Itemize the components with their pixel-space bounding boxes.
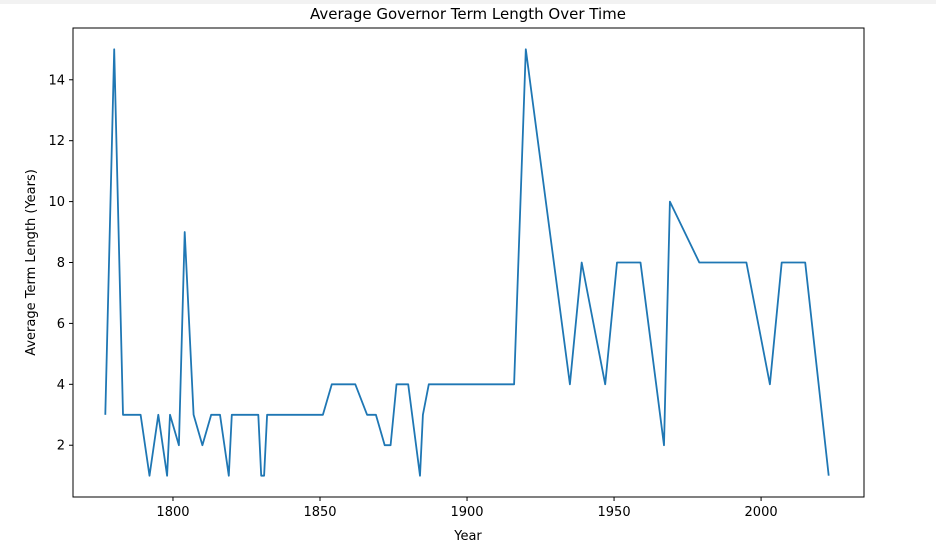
x-axis-label: Year bbox=[453, 529, 482, 544]
series-line bbox=[104, 48, 830, 477]
y-tick-label: 2 bbox=[57, 439, 65, 454]
chart-title: Average Governor Term Length Over Time bbox=[310, 5, 626, 23]
y-tick-label: 14 bbox=[48, 73, 65, 88]
x-tick-label: 1900 bbox=[450, 505, 483, 520]
plot-frame bbox=[72, 27, 865, 498]
top-bar bbox=[0, 0, 936, 4]
x-tick-label: 1950 bbox=[598, 505, 631, 520]
axis-ticks: 1800 1850 1900 1950 2000 2 4 6 8 10 12 14 bbox=[48, 73, 777, 520]
y-tick-label: 4 bbox=[57, 378, 65, 393]
y-axis-label: Average Term Length (Years) bbox=[24, 169, 39, 356]
x-tick-label: 1850 bbox=[303, 505, 336, 520]
y-tick-label: 12 bbox=[48, 134, 65, 149]
x-tick-label: 2000 bbox=[745, 505, 778, 520]
y-tick-label: 6 bbox=[57, 317, 65, 332]
y-tick-label: 8 bbox=[57, 256, 65, 271]
x-tick-label: 1800 bbox=[156, 505, 189, 520]
y-tick-label: 10 bbox=[48, 195, 65, 210]
